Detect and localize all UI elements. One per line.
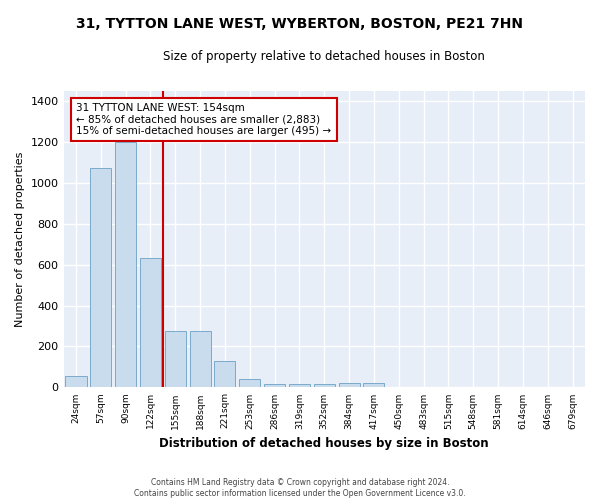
Bar	[289, 384, 310, 388]
Bar	[314, 384, 335, 388]
Bar	[264, 384, 285, 388]
Bar	[140, 258, 161, 388]
X-axis label: Distribution of detached houses by size in Boston: Distribution of detached houses by size …	[160, 437, 489, 450]
Text: Contains HM Land Registry data © Crown copyright and database right 2024.
Contai: Contains HM Land Registry data © Crown c…	[134, 478, 466, 498]
Bar	[214, 361, 235, 388]
Bar	[65, 376, 86, 388]
Text: 31 TYTTON LANE WEST: 154sqm
← 85% of detached houses are smaller (2,883)
15% of : 31 TYTTON LANE WEST: 154sqm ← 85% of det…	[76, 103, 331, 136]
Bar	[364, 384, 385, 388]
Title: Size of property relative to detached houses in Boston: Size of property relative to detached ho…	[163, 50, 485, 63]
Y-axis label: Number of detached properties: Number of detached properties	[15, 152, 25, 326]
Bar	[338, 384, 359, 388]
Bar	[90, 168, 112, 388]
Bar	[190, 331, 211, 388]
Bar	[115, 142, 136, 388]
Bar	[239, 379, 260, 388]
Text: 31, TYTTON LANE WEST, WYBERTON, BOSTON, PE21 7HN: 31, TYTTON LANE WEST, WYBERTON, BOSTON, …	[77, 18, 523, 32]
Bar	[165, 331, 186, 388]
